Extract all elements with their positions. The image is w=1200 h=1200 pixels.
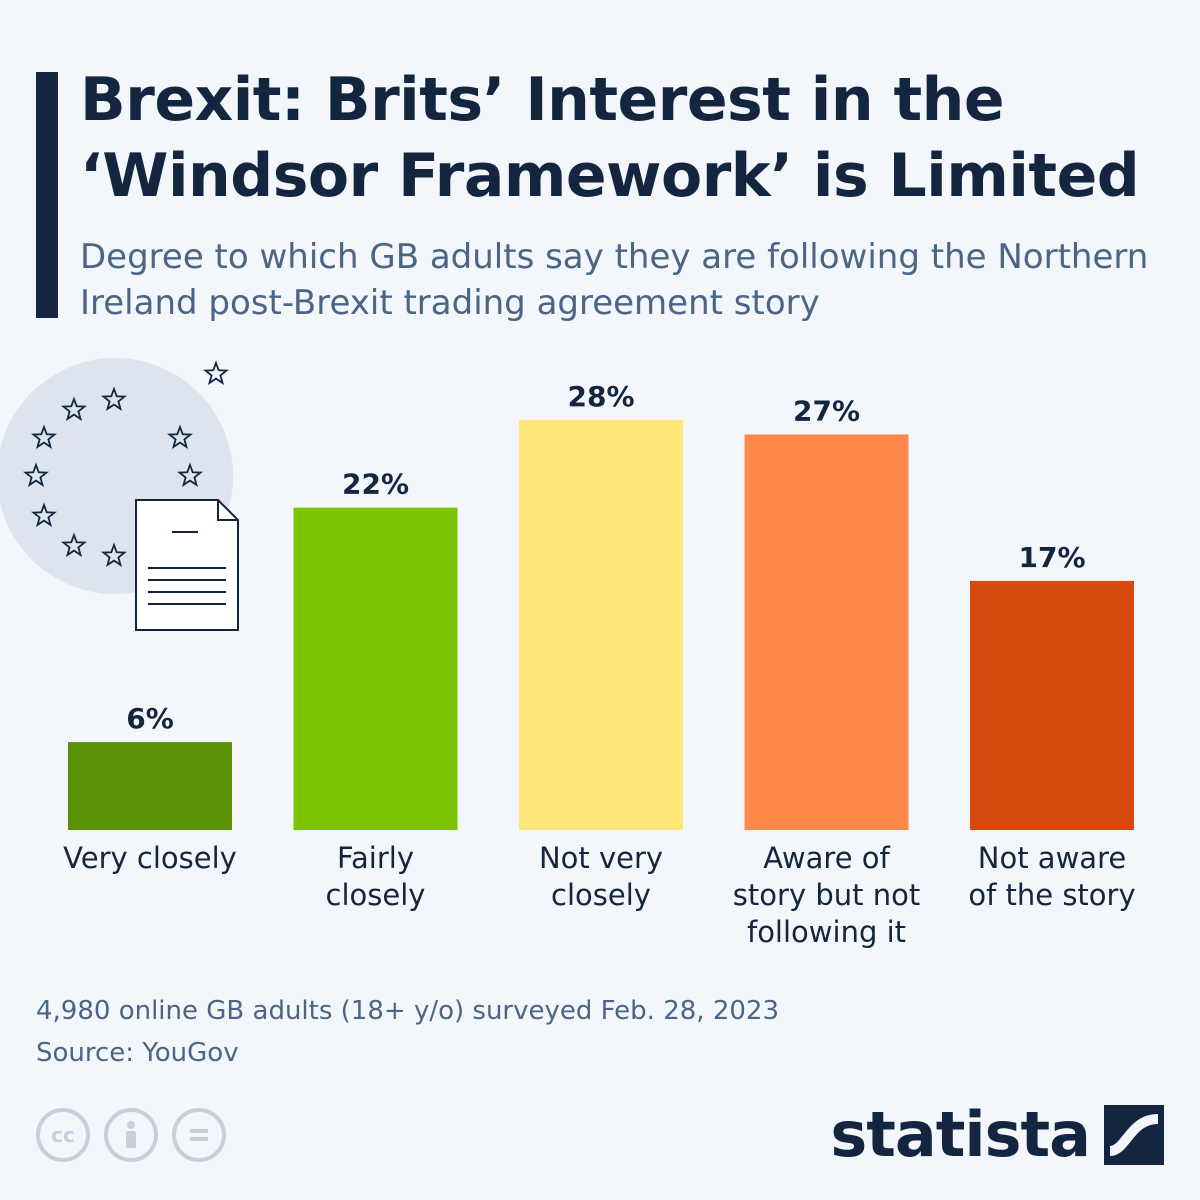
statista-logo[interactable]: statista (830, 1098, 1164, 1171)
eu-document-illustration (0, 358, 239, 631)
category-label: Very closely (63, 841, 237, 875)
star-icon (177, 462, 203, 487)
category-label: Fairly (337, 841, 414, 875)
bar-value-label: 28% (567, 380, 634, 413)
star-icon (61, 396, 87, 421)
source-note: Source: YouGov (36, 1038, 239, 1068)
star-icon (101, 386, 127, 411)
brand-name: statista (830, 1098, 1091, 1171)
category-label: closely (551, 878, 651, 912)
chart-title: Brexit: Brits’ Interest in the ‘Windsor … (80, 65, 1140, 211)
footnote: 4,980 online GB adults (18+ y/o) surveye… (36, 990, 779, 1074)
attribution-icon[interactable] (104, 1108, 158, 1162)
category-label: Not very (539, 841, 663, 875)
cc-icon[interactable]: cc (36, 1108, 90, 1162)
star-icon (31, 502, 57, 527)
no-derivatives-icon[interactable] (172, 1108, 226, 1162)
accent-bar (36, 72, 58, 318)
category-label: story but not (733, 878, 920, 912)
star-icon (101, 542, 127, 567)
category-label: of the story (968, 878, 1135, 912)
chart-subtitle: Degree to which GB adults say they are f… (80, 237, 1149, 323)
star-icon (61, 532, 87, 557)
bar (293, 507, 458, 830)
category-label: following it (747, 915, 906, 949)
bar (970, 580, 1134, 830)
star-icon (203, 360, 229, 385)
bar-value-label: 22% (342, 468, 409, 501)
star-icon (23, 462, 49, 487)
category-label: Aware of (763, 841, 890, 875)
eu-stars-icon (23, 360, 229, 567)
bar-value-label: 27% (793, 394, 860, 427)
bar (519, 419, 683, 830)
document-icon (135, 499, 239, 631)
category-label: Not aware (978, 841, 1126, 875)
bar (744, 434, 909, 830)
bar-value-label: 6% (126, 702, 174, 735)
star-icon (31, 424, 57, 449)
category-label: closely (326, 878, 426, 912)
license-icons: cc (36, 1108, 226, 1162)
star-icon (167, 424, 193, 449)
bar (68, 742, 232, 830)
survey-note: 4,980 online GB adults (18+ y/o) surveye… (36, 996, 779, 1026)
statista-mark-icon (1104, 1104, 1164, 1165)
bar-chart: 6%22%28% 27%17% Very closely Fairlyclosely… (63, 380, 1135, 949)
bar-value-label: 17% (1018, 541, 1085, 574)
